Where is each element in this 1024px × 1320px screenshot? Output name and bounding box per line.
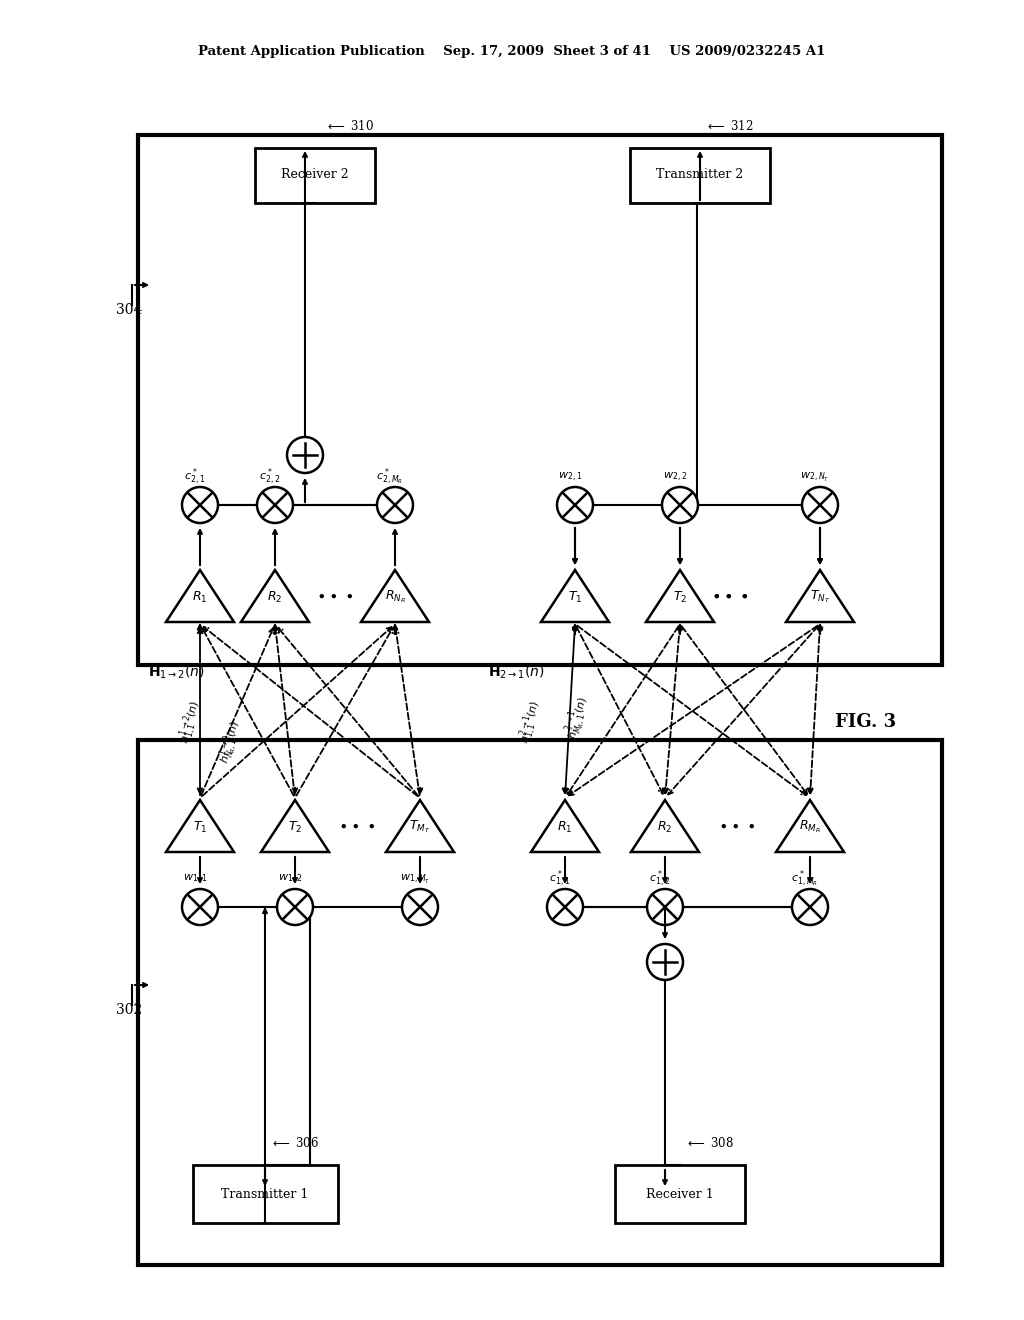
- Circle shape: [402, 888, 438, 925]
- Text: Receiver 1: Receiver 1: [646, 1188, 714, 1200]
- Text: $\bullet\bullet\bullet$: $\bullet\bullet\bullet$: [712, 589, 749, 603]
- Polygon shape: [386, 800, 454, 851]
- Text: $h^{2\rightarrow1}_{\hat{M}_R,1}(n)$: $h^{2\rightarrow1}_{\hat{M}_R,1}(n)$: [560, 693, 594, 742]
- Circle shape: [802, 487, 838, 523]
- Bar: [193, 1166, 338, 1224]
- Text: $c^*_{1,1}$: $c^*_{1,1}$: [549, 869, 570, 890]
- Circle shape: [647, 888, 683, 925]
- Circle shape: [662, 487, 698, 523]
- Polygon shape: [166, 800, 234, 851]
- Text: $w_{2,2}$: $w_{2,2}$: [663, 470, 687, 483]
- Circle shape: [377, 487, 413, 523]
- Circle shape: [182, 487, 218, 523]
- Text: 304: 304: [116, 304, 142, 317]
- Text: $R_2$: $R_2$: [657, 820, 673, 834]
- Text: $T_1$: $T_1$: [568, 590, 583, 605]
- Text: $\bullet\bullet\bullet$: $\bullet\bullet\bullet$: [712, 589, 749, 603]
- Bar: [138, 741, 942, 1265]
- Bar: [630, 148, 770, 203]
- Bar: [255, 148, 375, 203]
- Text: $\longleftarrow$ 306: $\longleftarrow$ 306: [270, 1137, 318, 1150]
- Text: $w_{2,1}$: $w_{2,1}$: [558, 470, 582, 483]
- Text: $\mathbf{H}_{2\rightarrow1}(n)$: $\mathbf{H}_{2\rightarrow1}(n)$: [488, 663, 545, 681]
- Text: $R_{N_R}$: $R_{N_R}$: [385, 589, 406, 606]
- Text: $\longleftarrow$ 310: $\longleftarrow$ 310: [325, 119, 374, 133]
- Polygon shape: [166, 570, 234, 622]
- Polygon shape: [531, 800, 599, 851]
- Text: $\mathbf{H}_{1\rightarrow2}(n)$: $\mathbf{H}_{1\rightarrow2}(n)$: [148, 663, 205, 681]
- Bar: [615, 1166, 745, 1224]
- Text: $\bullet\bullet\bullet$: $\bullet\bullet\bullet$: [339, 818, 376, 833]
- Text: $c^*_{1,M_R}$: $c^*_{1,M_R}$: [792, 869, 818, 890]
- Text: $R_1$: $R_1$: [557, 820, 572, 834]
- Circle shape: [647, 944, 683, 979]
- Polygon shape: [776, 800, 844, 851]
- Text: $w_{1,1}$: $w_{1,1}$: [183, 873, 207, 886]
- Text: $T_2$: $T_2$: [288, 820, 302, 834]
- Polygon shape: [646, 570, 714, 622]
- Text: $R_1$: $R_1$: [193, 590, 208, 605]
- Text: $h^{1\rightarrow2}_{N_R,1}(n)$: $h^{1\rightarrow2}_{N_R,1}(n)$: [215, 718, 247, 766]
- Circle shape: [257, 487, 293, 523]
- Text: Transmitter 2: Transmitter 2: [656, 169, 743, 181]
- Text: Patent Application Publication    Sep. 17, 2009  Sheet 3 of 41    US 2009/023224: Patent Application Publication Sep. 17, …: [199, 45, 825, 58]
- Text: Transmitter 1: Transmitter 1: [221, 1188, 308, 1200]
- Circle shape: [547, 888, 583, 925]
- Polygon shape: [261, 800, 329, 851]
- Text: $w_{1,2}$: $w_{1,2}$: [278, 873, 302, 886]
- Text: $T_{M_T}$: $T_{M_T}$: [410, 818, 431, 836]
- Circle shape: [557, 487, 593, 523]
- Text: $\bullet\bullet\bullet$: $\bullet\bullet\bullet$: [316, 589, 353, 603]
- Text: $c^*_{2,1}$: $c^*_{2,1}$: [184, 466, 206, 487]
- Text: $\longleftarrow$ 312: $\longleftarrow$ 312: [705, 119, 754, 133]
- Text: $c^*_{2,M_R}$: $c^*_{2,M_R}$: [377, 466, 403, 487]
- Polygon shape: [361, 570, 429, 622]
- Text: Receiver 2: Receiver 2: [282, 169, 349, 181]
- Text: $h^{1\rightarrow2}_{1,1}(n)$: $h^{1\rightarrow2}_{1,1}(n)$: [175, 698, 207, 746]
- Text: FIG. 3: FIG. 3: [835, 713, 896, 731]
- Text: $\longleftarrow$ 308: $\longleftarrow$ 308: [685, 1137, 734, 1150]
- Text: $T_1$: $T_1$: [193, 820, 207, 834]
- Text: $R_{M_R}$: $R_{M_R}$: [799, 818, 821, 836]
- Text: $T_2$: $T_2$: [673, 590, 687, 605]
- Bar: [138, 135, 942, 665]
- Polygon shape: [786, 570, 854, 622]
- Circle shape: [287, 437, 323, 473]
- Text: $w_{1,M_T}$: $w_{1,M_T}$: [399, 873, 430, 886]
- Text: $c^*_{1,2}$: $c^*_{1,2}$: [649, 869, 671, 890]
- Text: $T_{N_T}$: $T_{N_T}$: [810, 589, 830, 606]
- Text: $c^*_{2,2}$: $c^*_{2,2}$: [259, 466, 281, 487]
- Circle shape: [182, 888, 218, 925]
- Polygon shape: [631, 800, 699, 851]
- Text: 302: 302: [116, 1003, 142, 1016]
- Polygon shape: [241, 570, 309, 622]
- Text: $w_{2,N_T}$: $w_{2,N_T}$: [800, 470, 829, 483]
- Circle shape: [278, 888, 313, 925]
- Text: $R_2$: $R_2$: [267, 590, 283, 605]
- Circle shape: [792, 888, 828, 925]
- Text: $h^{2\rightarrow1}_{1,1}(n)$: $h^{2\rightarrow1}_{1,1}(n)$: [515, 698, 547, 746]
- Polygon shape: [541, 570, 609, 622]
- Text: $\bullet\bullet\bullet$: $\bullet\bullet\bullet$: [719, 818, 756, 833]
